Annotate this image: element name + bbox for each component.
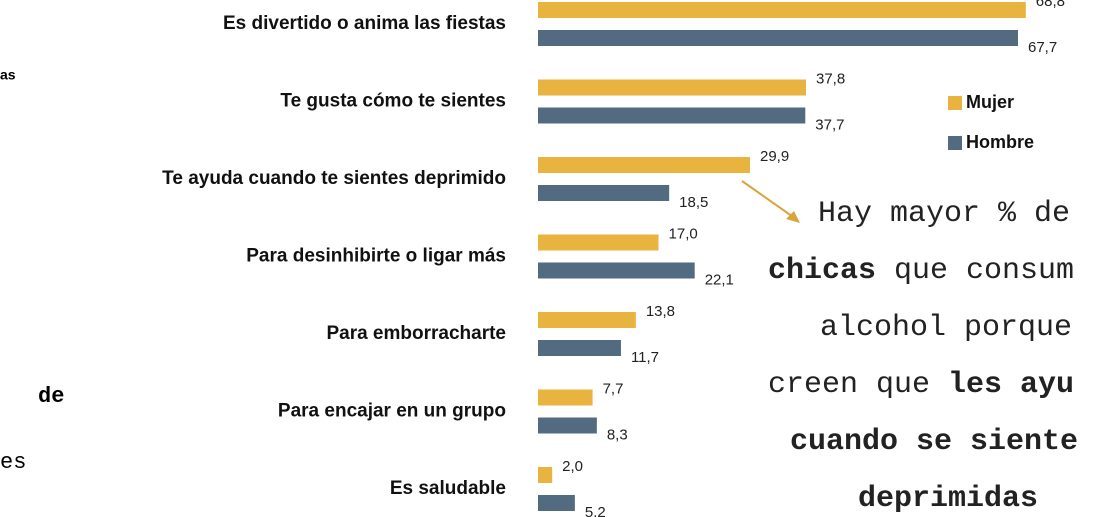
- category-label: Para emborracharte: [326, 323, 506, 344]
- annotation-line: deprimidas: [858, 482, 1038, 516]
- arrow-head: [786, 211, 800, 223]
- legend-label: Hombre: [966, 132, 1034, 152]
- fragment: es: [0, 450, 26, 475]
- bar: [538, 2, 1026, 18]
- annotation-line: creen que les ayu: [768, 368, 1074, 402]
- legend-swatch: [948, 96, 962, 110]
- bar: [538, 389, 593, 406]
- bar: [538, 157, 750, 173]
- value-label: 5,2: [585, 504, 606, 517]
- value-label: 2,0: [562, 458, 583, 475]
- bar: [538, 30, 1018, 46]
- bar: [538, 185, 670, 201]
- annotation-line: Hay mayor % de: [818, 197, 1070, 231]
- category-label: Para encajar en un grupo: [278, 401, 506, 422]
- annotation-segment: Hay mayor % de: [818, 197, 1070, 231]
- category-label: Te gusta cómo te sientes: [280, 91, 506, 112]
- annotation-segment: que consum: [876, 254, 1074, 288]
- value-label: 18,5: [679, 194, 708, 211]
- value-label: 22,1: [705, 271, 734, 288]
- bar: [538, 495, 575, 511]
- annotation-line: cuando se siente: [790, 425, 1078, 459]
- value-label: 37,8: [816, 70, 845, 87]
- legend-swatch: [948, 136, 962, 150]
- annotation-segment: les ayu: [948, 368, 1074, 402]
- category-label: Es saludable: [390, 478, 506, 499]
- annotation-segment: alcohol porque: [820, 311, 1072, 345]
- annotation-segment: cuando se siente: [790, 425, 1078, 459]
- fragment: de: [38, 384, 64, 409]
- value-label: 68,8: [1036, 0, 1065, 10]
- bar: [538, 107, 806, 124]
- value-label: 37,7: [815, 116, 844, 133]
- annotation-line: chicas que consum: [768, 254, 1074, 288]
- arrow: [741, 180, 797, 220]
- value-label: 13,8: [646, 303, 675, 320]
- value-label: 11,7: [631, 349, 659, 366]
- value-label: 7,7: [603, 380, 624, 397]
- category-label: Es divertido o anima las fiestas: [223, 13, 506, 34]
- bar: [538, 234, 659, 251]
- category-label: Te ayuda cuando te sientes deprimido: [162, 168, 506, 189]
- value-label: 8,3: [607, 426, 628, 443]
- annotation-segment: chicas: [768, 254, 876, 288]
- value-label: 67,7: [1028, 39, 1057, 56]
- annotation-segment: deprimidas: [858, 482, 1038, 516]
- category-label: Para desinhibirte o ligar más: [246, 246, 506, 267]
- bar: [538, 467, 553, 483]
- legend-label: Mujer: [966, 92, 1014, 112]
- bar: [538, 79, 807, 96]
- bar: [538, 340, 621, 356]
- fragment: as: [0, 67, 16, 83]
- bar: [538, 417, 597, 434]
- value-label: 17,0: [669, 225, 698, 242]
- annotation-line: alcohol porque: [820, 311, 1072, 345]
- annotation-segment: creen que: [768, 368, 948, 402]
- value-label: 29,9: [760, 148, 789, 165]
- bar: [538, 312, 636, 328]
- bar: [538, 262, 695, 279]
